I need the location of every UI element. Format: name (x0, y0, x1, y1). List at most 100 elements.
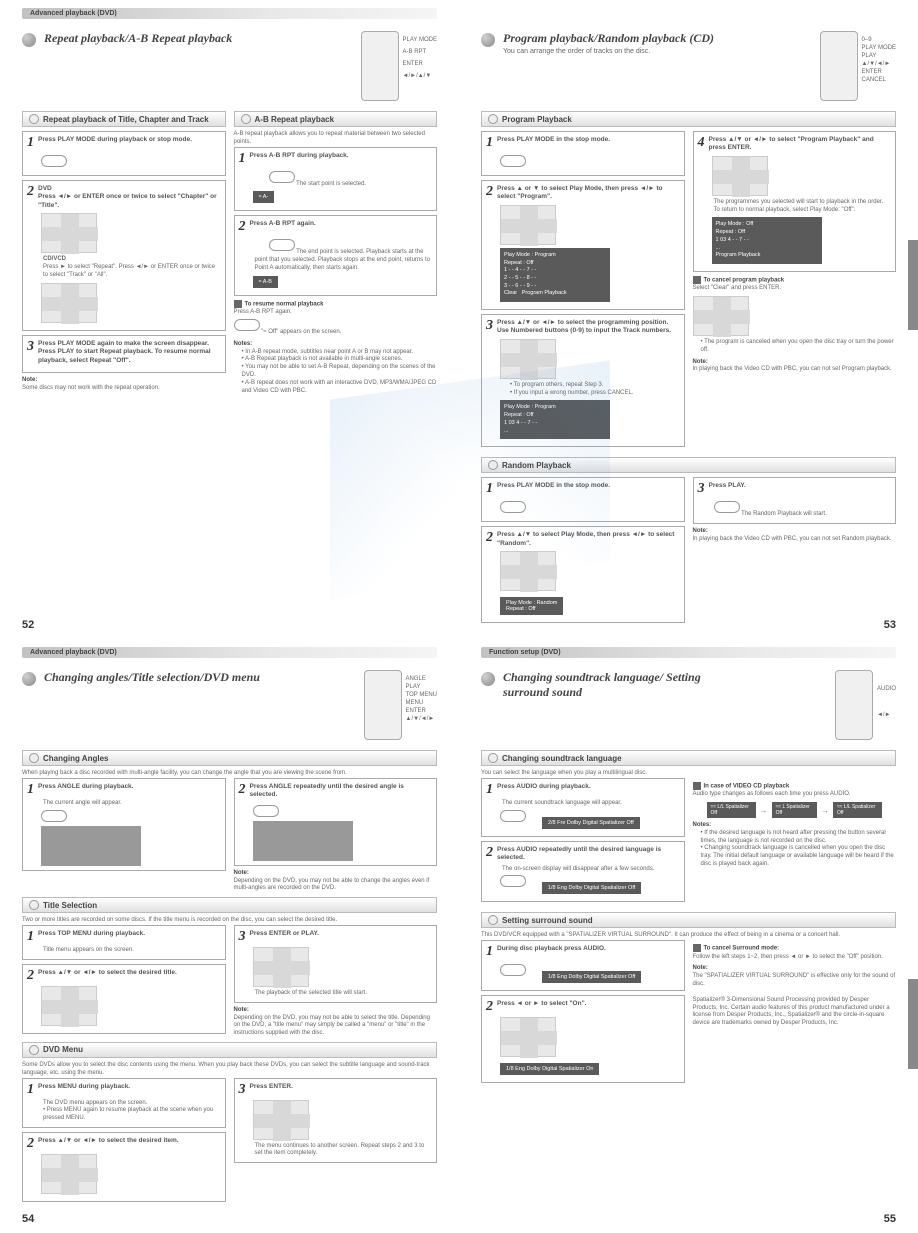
step-num: 1 (27, 1083, 34, 1097)
page-number: 52 (22, 619, 34, 631)
page-title: Changing angles/Title selection/DVD menu (44, 670, 260, 685)
square-icon (234, 300, 242, 308)
screen-placeholder (41, 826, 141, 866)
cancel-note: To cancel Surround mode:Follow the left … (693, 944, 897, 961)
notes: Notes: If the desired language is not he… (693, 822, 897, 869)
square-icon (693, 276, 701, 284)
bullet-icon (22, 672, 36, 686)
bullet-icon (481, 33, 495, 47)
remote-icon (364, 670, 402, 740)
dpad-icon (500, 1017, 556, 1057)
dpad-icon (253, 1100, 309, 1140)
remote-labels: ANGLEPLAYTOP MENU MENUENTER▲/▼/◄/► (406, 670, 437, 722)
osd-screen: 1/8 Eng Dolby Digital Spatializer Off (542, 971, 641, 983)
step-num: 2 (486, 185, 493, 202)
step-num: 2 (239, 220, 246, 234)
note: Note:In playing back the Video CD with P… (693, 359, 897, 375)
note: Note:The "SPATIALIZER VIRTUAL SURROUND" … (693, 965, 897, 988)
note: Note:Depending on the DVD, you may not b… (234, 870, 438, 893)
header-bar: Advanced playback (DVD) (22, 8, 437, 19)
gear-icon (29, 1045, 39, 1055)
osd-screen: ≈ A-B (253, 276, 278, 288)
bullet-icon (481, 672, 495, 686)
legal-text: Spatializer® 3-Dimensional Sound Process… (693, 997, 897, 1028)
page-53: . Program playback/Random playback (CD) … (459, 0, 918, 639)
section-header: Changing Angles (22, 750, 437, 766)
button-icon (500, 155, 526, 167)
note: Note:Some discs may not work with the re… (22, 377, 226, 393)
header-bar: Function setup (DVD) (481, 647, 896, 658)
button-icon (253, 805, 279, 817)
page-title: Repeat playback/A-B Repeat playback (44, 31, 232, 46)
square-icon (693, 782, 701, 790)
vcd-note: In case of VIDEO CD playbackAudio type c… (693, 782, 897, 799)
step-num: 2 (27, 969, 34, 983)
step-num: 1 (27, 783, 34, 797)
osd-screen: Play Mode : ProgramRepeat : Off1 - - 4 -… (500, 248, 610, 302)
gear-icon (241, 114, 251, 124)
dpad-icon (500, 339, 556, 379)
step-num: 1 (486, 136, 493, 150)
button-icon (714, 501, 740, 513)
button-icon (500, 501, 526, 513)
section-header: Repeat playback of Title, Chapter and Tr… (22, 111, 226, 127)
button-icon (500, 810, 526, 822)
gear-icon (488, 114, 498, 124)
dpad-icon (41, 986, 97, 1026)
osd-screen: 2/8 Fre Dolby Digital Spatializer Off (542, 817, 640, 829)
gear-icon (29, 900, 39, 910)
gear-icon (488, 915, 498, 925)
button-icon (500, 875, 526, 887)
step-num: 2 (486, 846, 493, 863)
page-55: Function setup (DVD) Changing soundtrack… (459, 639, 918, 1233)
dpad-icon (500, 205, 556, 245)
step-num: 2 (239, 783, 246, 800)
step-num: 3 (239, 930, 246, 944)
remote-icon (835, 670, 873, 740)
dpad-icon (712, 156, 768, 196)
section-header: Changing soundtrack language (481, 750, 896, 766)
notes: Notes: In A-B repeat mode, subtitles nea… (234, 341, 438, 396)
side-tab (908, 240, 918, 330)
remote-icon (361, 31, 399, 101)
button-icon (269, 239, 295, 251)
manual-spread: Advanced playback (DVD) Repeat playback/… (0, 0, 918, 1233)
header-bar: Advanced playback (DVD) (22, 647, 437, 658)
bullet-icon (22, 33, 36, 47)
step-num: 2 (27, 185, 34, 210)
square-icon (693, 944, 701, 952)
page-number: 53 (884, 619, 896, 631)
note: Note:Depending on the DVD, you may not b… (234, 1007, 438, 1038)
step-num: 1 (486, 482, 493, 496)
remote-labels: 0–9PLAY MODEPLAY ▲/▼/◄/►ENTERCANCEL (862, 31, 896, 83)
osd-screen: ≈ A- (253, 191, 275, 203)
section-header: Setting surround sound (481, 912, 896, 928)
button-icon (41, 810, 67, 822)
button-icon (500, 964, 526, 976)
dpad-icon (500, 551, 556, 591)
audio-sequence: ≈≈ L/L Spatializer Off→ ≈≈ L Spatializer… (707, 802, 883, 818)
osd-screen: 1/8 Eng Dolby Digital Spatializer On (500, 1063, 599, 1075)
section-header: A-B Repeat playback (234, 111, 438, 127)
osd-screen: Play Mode : OffRepeat : Off1 03 4 - - 7 … (712, 217, 822, 263)
step-num: 2 (27, 1137, 34, 1151)
section-header: Program Playback (481, 111, 896, 127)
section-header: Random Playback (481, 457, 896, 473)
button-icon (269, 171, 295, 183)
page-title: Program playback/Random playback (CD) (503, 31, 714, 46)
osd-screen: Play Mode : RandomRepeat : Off (500, 597, 563, 615)
dpad-icon (693, 296, 749, 336)
resume-note: To resume normal playback Press A-B RPT … (234, 300, 438, 337)
page-54: Advanced playback (DVD) Changing angles/… (0, 639, 459, 1233)
step-num: 3 (698, 482, 705, 496)
step-num: 1 (27, 930, 34, 944)
page-number: 55 (884, 1213, 896, 1225)
remote-labels: PLAY MODE A-B RPT ENTER ◄/►/▲/▼ (403, 31, 437, 79)
gear-icon (488, 460, 498, 470)
cancel-note: To cancel program playback Select "Clear… (693, 276, 897, 355)
screen-placeholder (253, 821, 353, 861)
note: Note:In playing back the Video CD with P… (693, 528, 897, 544)
button-icon (234, 319, 260, 331)
step-num: 1 (239, 152, 246, 166)
side-tab (908, 979, 918, 1069)
